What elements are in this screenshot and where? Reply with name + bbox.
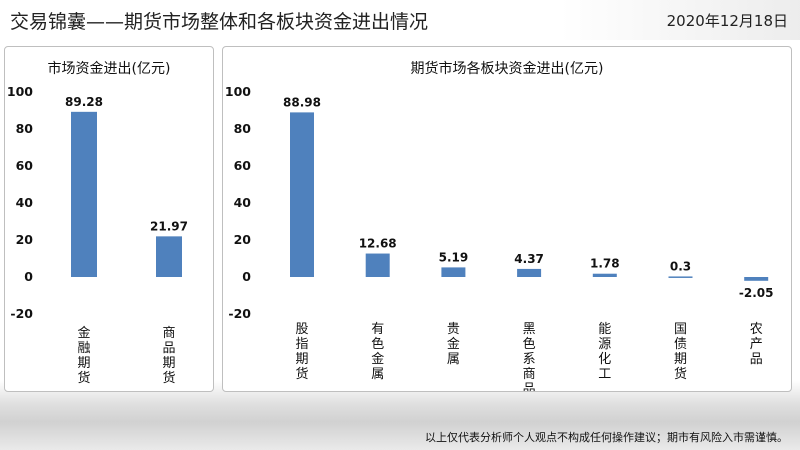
data-label: 21.97 [150, 219, 188, 233]
category-label: 黑色系商品 [523, 322, 536, 391]
data-label: 0.3 [670, 259, 691, 273]
y-tick-label: 40 [16, 195, 34, 210]
bar [290, 112, 314, 278]
y-tick-label: 0 [24, 269, 33, 284]
sector-flow-chart: 期货市场各板块资金进出(亿元) 100 80 60 40 20 0 -20 88.98 股指期货 1… [225, 60, 774, 391]
data-label: -2.05 [739, 286, 774, 300]
background-top-wash [560, 0, 800, 40]
data-label: 5.19 [439, 250, 469, 264]
sector-flow-panel: 期货市场各板块资金进出(亿元) 100 80 60 40 20 0 -20 88.98 股指期货 1… [222, 46, 792, 392]
chart-title: 期货市场各板块资金进出(亿元) [411, 60, 604, 77]
report-date: 2020年12月18日 [666, 12, 788, 30]
y-tick-label: -20 [228, 306, 251, 321]
category-label: 能源化工 [598, 322, 611, 382]
data-label: 88.98 [283, 95, 321, 109]
y-tick-label: 60 [16, 158, 34, 173]
disclaimer-text: 以上仅代表分析师个人观点不构成任何操作建议；期市有风险入市需谨慎。 [425, 431, 788, 444]
y-tick-label: 20 [234, 232, 252, 247]
bar [517, 268, 542, 277]
category-label: 商品期货 [162, 326, 175, 386]
data-label: 1.78 [590, 257, 620, 271]
market-flow-chart: 市场资金进出(亿元) 100 80 60 40 20 0 -20 89.28 金融期货 21.97 商… [7, 60, 188, 386]
bar [592, 273, 617, 277]
bar [156, 236, 182, 277]
bar [365, 253, 390, 277]
y-tick-label: 20 [16, 232, 34, 247]
market-flow-panel: 市场资金进出(亿元) 100 80 60 40 20 0 -20 89.28 金融期货 21.97 商… [4, 46, 214, 392]
y-tick-label: 80 [16, 121, 34, 136]
bar [441, 267, 466, 277]
y-tick-label: 40 [234, 195, 252, 210]
data-label: 12.68 [359, 237, 397, 251]
category-label: 有色金属 [371, 322, 384, 382]
page-title: 交易锦囊——期货市场整体和各板块资金进出情况 [10, 11, 429, 33]
chart-title: 市场资金进出(亿元) [48, 60, 171, 77]
data-label: 89.28 [65, 95, 103, 109]
category-label: 贵金属 [447, 322, 460, 367]
y-tick-label: 0 [242, 269, 251, 284]
y-tick-label: -20 [10, 306, 33, 321]
y-tick-label: 60 [234, 158, 252, 173]
category-label: 国债期货 [674, 322, 687, 382]
bar [71, 111, 97, 277]
bar [744, 277, 769, 281]
bar [668, 276, 693, 278]
category-label: 金融期货 [77, 325, 90, 386]
y-tick-label: 100 [7, 84, 33, 99]
category-label: 农产品 [750, 322, 763, 367]
y-tick-label: 80 [234, 121, 252, 136]
y-tick-label: 100 [225, 84, 251, 99]
data-label: 4.37 [514, 252, 544, 266]
category-label: 股指期货 [295, 322, 308, 382]
